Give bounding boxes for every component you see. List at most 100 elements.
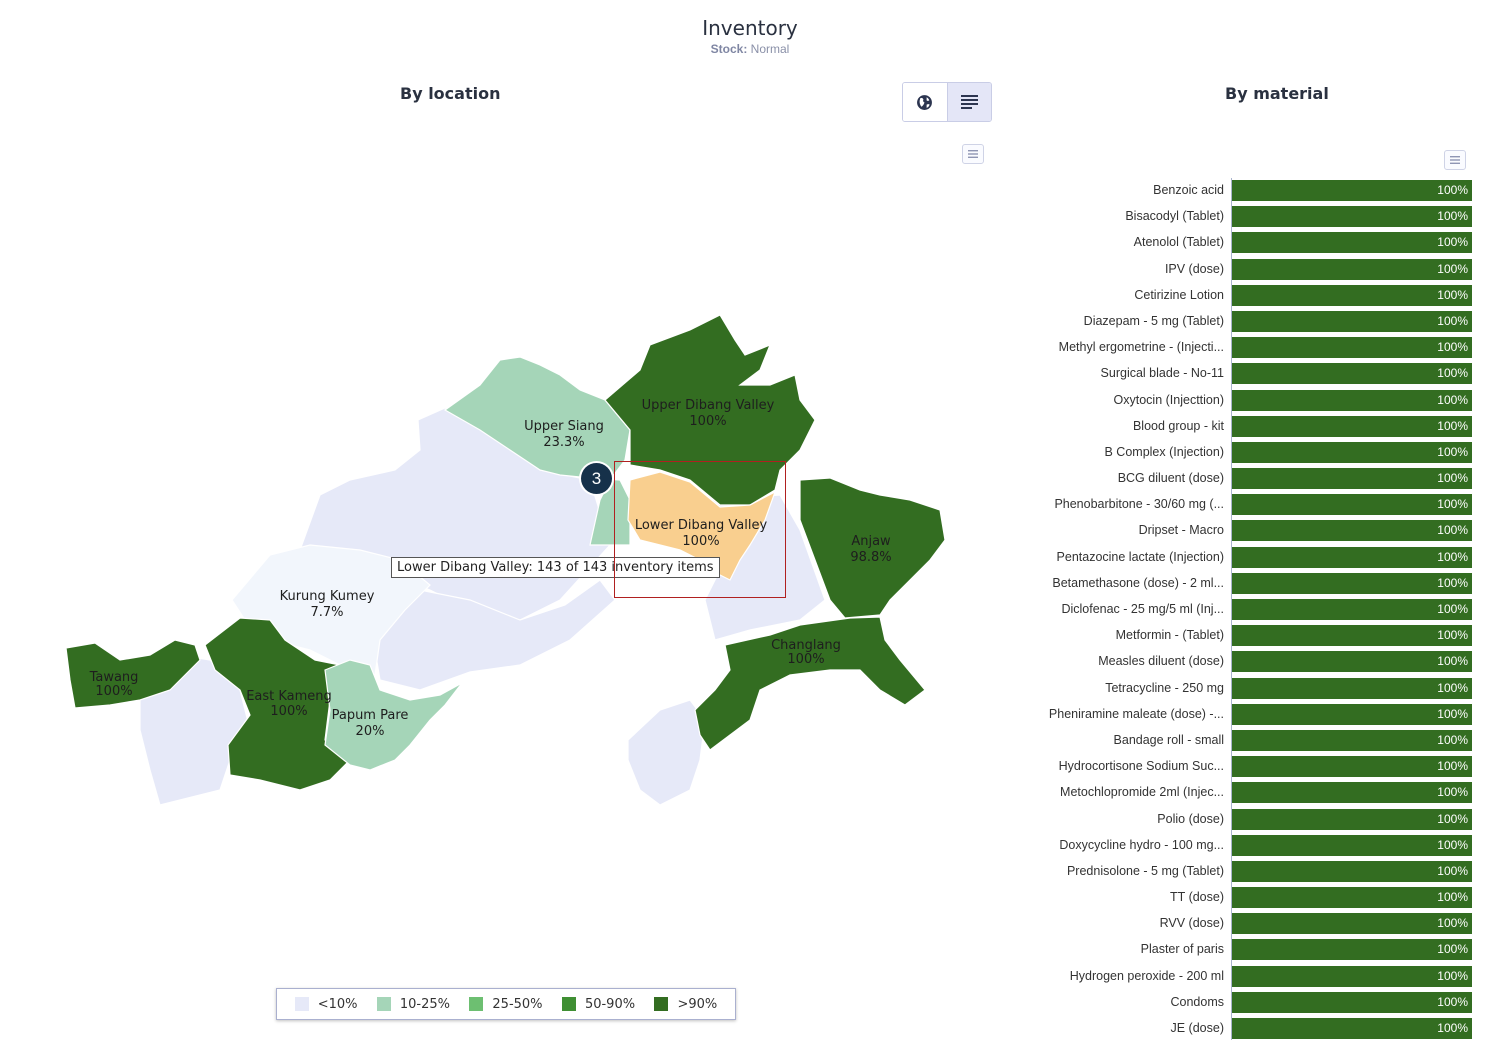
bar-category-label: Bisacodyl (Tablet): [1125, 209, 1224, 224]
legend-item[interactable]: >90%: [654, 997, 717, 1012]
bar[interactable]: [1232, 441, 1472, 463]
region-label-value: 7.7%: [310, 605, 343, 620]
bar[interactable]: [1232, 860, 1472, 882]
page-title: Inventory: [702, 16, 798, 40]
bar[interactable]: [1232, 258, 1472, 280]
bar-value-label: 100%: [1437, 340, 1468, 355]
bar-row: IPV (dose) 100%: [1165, 257, 1474, 283]
bar-row: Prednisolone - 5 mg (Tablet) 100%: [1067, 859, 1474, 885]
bar[interactable]: [1232, 782, 1472, 804]
legend-swatch: [654, 997, 669, 1011]
bar-value-label: 100%: [1437, 444, 1468, 459]
bar-value-label: 100%: [1437, 706, 1468, 721]
map-region-papum-pare[interactable]: [324, 659, 463, 771]
map-region-lower-subansiri[interactable]: [369, 579, 616, 691]
map-region-east-kameng[interactable]: [204, 617, 351, 791]
page-subtitle: Stock: Normal: [0, 42, 1500, 56]
bar-category-label: Surgical blade - No-11: [1100, 366, 1224, 381]
bar[interactable]: [1232, 572, 1472, 594]
legend-item[interactable]: <10%: [294, 997, 357, 1012]
bar-value-label: 100%: [1437, 183, 1468, 197]
bar[interactable]: [1232, 494, 1472, 516]
bar-category-label: BCG diluent (dose): [1117, 471, 1224, 486]
bar[interactable]: [1232, 180, 1472, 201]
bar-category-label: Pheniramine maleate (dose) -...: [1048, 706, 1224, 721]
bar-row: Polio (dose) 100%: [1157, 807, 1474, 833]
bar-value-label: 100%: [1437, 968, 1468, 983]
bar[interactable]: [1232, 625, 1472, 647]
legend-swatch: [294, 997, 309, 1011]
bar-category-label: JE (dose): [1170, 1021, 1225, 1035]
bar-category-label: RVV (dose): [1159, 916, 1224, 931]
region-label-value: 23.3%: [543, 435, 584, 450]
region-label-name: Upper Siang: [524, 419, 604, 434]
bar[interactable]: [1232, 991, 1472, 1013]
region-label-name: Kurung Kumey: [280, 589, 375, 604]
bar-row: Measles diluent (dose) 100%: [1098, 649, 1474, 675]
bar-value-label: 100%: [1437, 287, 1468, 302]
bar-row: Pentazocine lactate (Injection) 100%: [1057, 545, 1474, 571]
bar-row: Condoms 100%: [1171, 990, 1474, 1016]
bar-row: Bandage roll - small 100%: [1114, 728, 1474, 754]
bar-row: Benzoic acid 100%: [1153, 178, 1474, 204]
bar[interactable]: [1232, 546, 1472, 568]
bar-row: Cetirizine Lotion 100%: [1134, 283, 1474, 309]
bar-category-label: Diclofenac - 25 mg/5 ml (Inj...: [1061, 602, 1224, 616]
legend-item[interactable]: 50-90%: [561, 997, 635, 1012]
bar[interactable]: [1232, 965, 1472, 987]
bar[interactable]: [1232, 913, 1472, 935]
bar[interactable]: [1232, 206, 1472, 228]
legend-swatch: [561, 997, 576, 1011]
list-view-button[interactable]: [947, 83, 991, 121]
bar[interactable]: [1232, 703, 1472, 725]
bar[interactable]: [1232, 808, 1472, 830]
legend-item[interactable]: 25-50%: [469, 997, 543, 1012]
map-region-tirap[interactable]: [627, 699, 706, 806]
bar[interactable]: [1232, 834, 1472, 856]
legend-item[interactable]: 10-25%: [376, 997, 450, 1012]
bar-row: Surgical blade - No-11 100%: [1101, 361, 1474, 387]
bar-value-label: 100%: [1437, 942, 1468, 957]
bar[interactable]: [1232, 468, 1472, 490]
bar[interactable]: [1232, 939, 1472, 961]
bar[interactable]: [1232, 651, 1472, 673]
material-export-menu-button[interactable]: [1444, 150, 1466, 170]
map-region-upper-dibang-valley[interactable]: [604, 314, 816, 506]
bar[interactable]: [1232, 887, 1472, 909]
region-label-value: 100%: [787, 652, 824, 667]
bar[interactable]: [1232, 389, 1472, 411]
bar[interactable]: [1232, 310, 1472, 332]
bar-value-label: 100%: [1437, 497, 1468, 512]
bar[interactable]: [1232, 284, 1472, 306]
bar[interactable]: [1232, 729, 1472, 751]
bar-row: Doxycycline hydro - 100 mg... 100%: [1059, 833, 1474, 859]
bar-value-label: 100%: [1437, 837, 1468, 852]
bar-value-label: 100%: [1437, 549, 1468, 564]
region-label-value: 100%: [682, 534, 719, 549]
location-section-title: By location: [400, 84, 501, 103]
bar[interactable]: [1232, 232, 1472, 254]
bar[interactable]: [1232, 756, 1472, 778]
map-region-changlang[interactable]: [694, 616, 926, 751]
bar-row: Betamethasone (dose) - 2 ml... 100%: [1052, 571, 1474, 597]
map-export-menu-button[interactable]: [962, 144, 984, 164]
highlight-box: [614, 461, 786, 598]
bar-row: Diclofenac - 25 mg/5 ml (Inj... 100%: [1061, 597, 1474, 623]
map-view-button[interactable]: [903, 83, 948, 121]
map-region-lower-dibang-valley[interactable]: [627, 471, 777, 581]
bar[interactable]: [1232, 520, 1472, 542]
bar[interactable]: [1232, 415, 1472, 437]
region-label-name: Changlang: [771, 638, 841, 653]
bar[interactable]: [1232, 1018, 1472, 1039]
bar-row: Methyl ergometrine - (Injecti... 100%: [1059, 335, 1474, 361]
bar[interactable]: [1232, 363, 1472, 385]
map-region-tawang[interactable]: [65, 639, 201, 709]
bar-category-label: Hydrogen peroxide - 200 ml: [1069, 968, 1224, 983]
step-marker: 3: [581, 463, 612, 494]
bar-row: Phenobarbitone - 30/60 mg (... 100%: [1054, 492, 1474, 518]
bar[interactable]: [1232, 337, 1472, 359]
map-region-upper-siang[interactable]: [443, 356, 631, 546]
bar[interactable]: [1232, 677, 1472, 699]
map-region-anjaw[interactable]: [799, 477, 946, 619]
bar[interactable]: [1232, 599, 1472, 620]
